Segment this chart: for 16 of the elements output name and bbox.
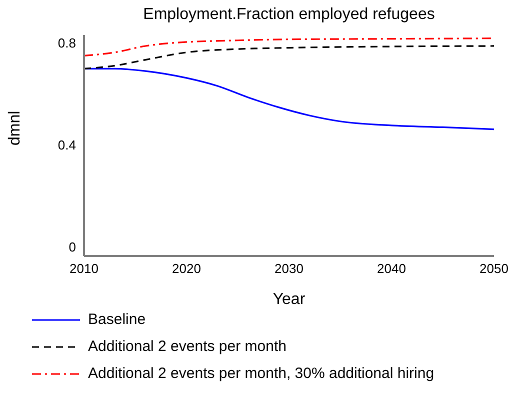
line-series: [84, 45, 494, 70]
x-axis-title: Year: [272, 291, 306, 308]
y-tick-label: 0.4: [58, 137, 76, 152]
legend-label: Baseline: [88, 311, 146, 328]
y-tick-label: 0: [68, 240, 76, 255]
chart-title: Employment.Fraction employed refugees: [142, 6, 436, 24]
legend-label: Additional 2 events per month, 30% additional hiring: [88, 365, 434, 382]
y-axis-title: dmnl: [6, 110, 24, 146]
y-tick-label: 0.8: [58, 35, 76, 50]
x-tick-label: 2010: [70, 261, 98, 276]
x-tick-label: 2020: [172, 261, 201, 276]
line-series: [84, 38, 494, 56]
legend-label: Additional 2 events per month: [88, 338, 286, 355]
x-tick-label: 2030: [274, 261, 304, 276]
x-tick-label: 2050: [480, 261, 508, 276]
x-tick-label: 2040: [377, 261, 406, 276]
